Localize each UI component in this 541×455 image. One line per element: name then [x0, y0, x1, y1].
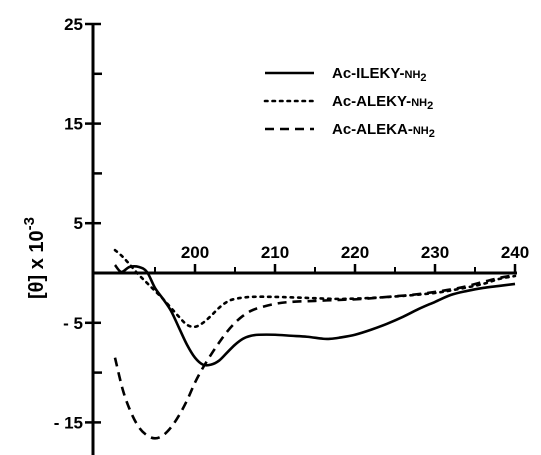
y-tick-label: - 5 [63, 314, 83, 333]
y-axis-label: [θ] x 10-3 [21, 217, 48, 299]
series-layer [113, 248, 517, 440]
legend-label: Ac-ILEKY-NH2 [332, 65, 427, 84]
axes-layer [85, 22, 517, 455]
x-tick-label: 200 [181, 243, 209, 262]
axis-labels-layer: 25 15 5 - 5 - 15 200 210 220 230 240 [θ] x 10-3 [21, 15, 529, 432]
legend-label: Ac-ALEKY-NH2 [332, 93, 433, 112]
series-dashed-line [113, 273, 516, 440]
y-tick-label: - 15 [54, 413, 83, 432]
y-tick-label: 25 [64, 15, 83, 34]
legend: Ac-ILEKY-NH2 Ac-ALEKY-NH2 Ac-ALEKA-NH2 [263, 65, 435, 140]
series-dotted-line [113, 248, 517, 329]
x-tick-label: 230 [421, 243, 449, 262]
x-tick-label: 220 [341, 243, 369, 262]
y-tick-label: 15 [64, 115, 83, 134]
x-tick-label: 240 [501, 243, 529, 262]
legend-label: Ac-ALEKA-NH2 [332, 121, 435, 140]
y-tick-label: 5 [74, 214, 83, 233]
series-solid-line [113, 264, 516, 367]
x-tick-label: 210 [261, 243, 289, 262]
